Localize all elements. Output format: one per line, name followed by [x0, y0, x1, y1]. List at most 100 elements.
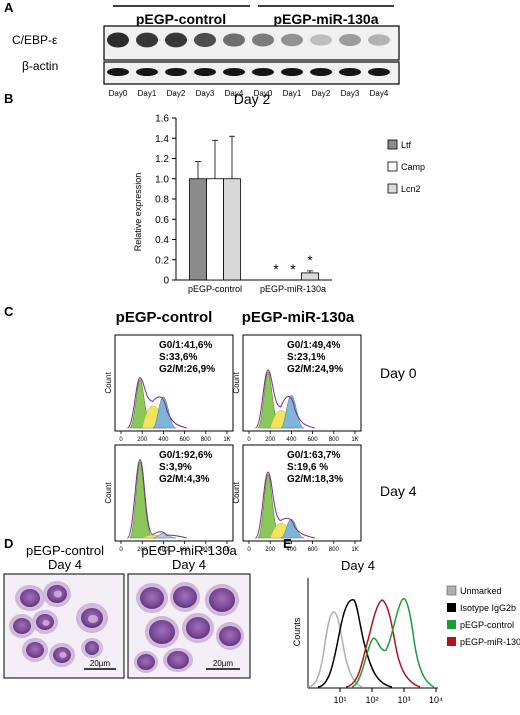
scale-label-mir: 20µm	[213, 659, 234, 668]
flow-tick-label: 800	[329, 547, 340, 553]
flow-e-tick-4: 10⁴	[429, 695, 443, 705]
row-label-cebp: C/EBP-ε	[12, 33, 58, 47]
y-tick-label: 1.6	[155, 114, 169, 125]
g01-peak	[129, 461, 154, 539]
cebp-band	[368, 34, 390, 46]
flow-panel: 0 200 400 600 800 1K Count G0/1:63,7%S:19,6 %G2…	[232, 444, 362, 553]
blot-strip-actin	[103, 61, 400, 85]
flow-col-title-mir: pEGP-miR-130a	[242, 309, 355, 326]
flow-tick-label: 800	[201, 547, 212, 553]
y-tick-label: 1.0	[155, 174, 169, 185]
flow-row-title-day4: Day 4	[380, 483, 417, 499]
flow-stat: S:19,6 %	[287, 462, 328, 473]
lane-label: Day0	[109, 89, 128, 98]
actin-band	[165, 68, 187, 76]
legend-label-control: pEGP-control	[460, 620, 514, 630]
micrograph-mir: 20µm	[127, 573, 251, 679]
actin-band	[339, 68, 361, 76]
bar	[189, 178, 207, 281]
flow-tick-label: 0	[119, 437, 123, 443]
flow-tick-label: 200	[137, 437, 148, 443]
category-label: pEGP-control	[188, 284, 242, 294]
fit-outline	[254, 471, 315, 539]
y-tick-label: 0.6	[155, 215, 169, 226]
g2m-peak	[280, 519, 305, 539]
micro-subtitle-mir: Day 4	[172, 557, 206, 572]
actin-band	[368, 68, 390, 76]
flow-stat: G2/M:26,9%	[159, 364, 215, 375]
curve-unmarked	[307, 611, 363, 688]
flow-stat: G0/1:41,6%	[159, 340, 212, 351]
group-label-control: pEGP-control	[136, 11, 226, 27]
flow-tick-label: 200	[265, 547, 276, 553]
cebp-band	[194, 32, 216, 48]
bar	[206, 178, 224, 281]
legend-label-unmarked: Unmarked	[460, 586, 502, 596]
actin-band	[281, 68, 303, 76]
cebp-band	[310, 34, 332, 46]
lane-label: Day4	[225, 89, 244, 98]
flow-stat: S:33,6%	[159, 352, 197, 363]
flow-e-tick-3: 10³	[397, 695, 410, 705]
group-label-mir: pEGP-miR-130a	[273, 11, 378, 27]
flow-stat: G2/M:4,3%	[159, 474, 210, 485]
flow-e-tick-2: 10²	[365, 695, 378, 705]
flow-tick-label: 800	[201, 437, 212, 443]
lane-label: Day1	[283, 89, 302, 98]
flow-tick-label: 400	[158, 437, 169, 443]
flow-panel: 0 200 400 600 800 1K Count G0/1:92,6%S:3,9%G2/M…	[104, 444, 234, 553]
actin-band	[107, 68, 129, 76]
flow-row-title-day0: Day 0	[380, 365, 417, 381]
significance-mark: *	[307, 252, 313, 268]
panel-b-letter: B	[4, 91, 13, 106]
flow-tick-label: 400	[286, 437, 297, 443]
flow-tick-label: 1K	[351, 437, 358, 443]
flow-tick-label: 0	[119, 547, 123, 553]
panel-a-blot: pEGP-control pEGP-miR-130a C/EBP-ε β-act…	[12, 5, 400, 98]
flow-tick-label: 600	[180, 437, 191, 443]
micro-subtitle-control: Day 4	[48, 557, 82, 572]
flow-e-curves	[307, 598, 435, 688]
significance-mark: *	[273, 261, 279, 277]
flow-stat: G0/1:49,4%	[287, 340, 340, 351]
flow-tick-label: 0	[247, 437, 251, 443]
panel-a-letter: A	[4, 0, 14, 15]
actin-band	[136, 68, 158, 76]
cebp-band	[281, 33, 303, 47]
flow-e-legend: Unmarked Isotype IgG2b pEGP-control pEGP…	[446, 585, 520, 647]
flow-e-ylabel: Counts	[292, 617, 302, 646]
flow-e-plot: 10¹ 10² 10³ 10⁴	[307, 578, 443, 705]
flow-tick-label: 600	[308, 547, 319, 553]
flow-panel: 0 200 400 600 800 1K Count G0/1:49,4%S:23,1%G2/…	[232, 334, 362, 443]
flow-tick-label: 400	[286, 547, 297, 553]
flow-stat: S:23,1%	[287, 352, 325, 363]
flow-histograms: 0 200 400 600 800 1KCountG0/1:41,6%S:33,6%G2/…	[104, 334, 362, 553]
cebp-band	[252, 33, 274, 47]
panel-c-letter: C	[4, 304, 14, 319]
legend-swatch-unmarked	[446, 585, 457, 596]
lane-label: Day1	[138, 89, 157, 98]
legend-label-mir: pEGP-miR-130a	[460, 637, 520, 647]
legend-swatch	[387, 161, 398, 172]
cebp-band	[165, 32, 187, 48]
flow-tick-label: 800	[329, 437, 340, 443]
g2m-peak	[280, 394, 305, 429]
legend-swatch	[387, 183, 398, 194]
curve-control	[351, 598, 435, 688]
actin-band	[310, 68, 332, 76]
y-tick-label: 0.2	[155, 255, 169, 266]
actin-band	[223, 68, 245, 76]
flow-tick-label: 1K	[351, 547, 358, 553]
chart-ylabel: Relative expression	[133, 173, 143, 252]
y-tick-label: 0	[163, 276, 169, 287]
cebp-band	[223, 33, 245, 47]
lane-label: Day2	[167, 89, 186, 98]
flow-tick-label: 200	[137, 547, 148, 553]
chart-title: Day 2	[234, 91, 271, 107]
actin-band	[194, 68, 216, 76]
legend-label-isotype: Isotype IgG2b	[460, 603, 516, 613]
micrograph-control: 20µm	[3, 573, 125, 679]
y-tick-label: 1.2	[155, 154, 169, 165]
fit-outline	[126, 377, 187, 429]
flow-tick-label: 0	[247, 547, 251, 553]
